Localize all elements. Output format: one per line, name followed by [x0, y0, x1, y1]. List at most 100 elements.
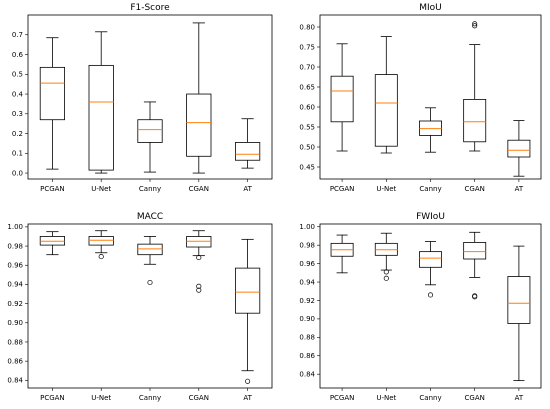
y-tick-label: 0.65 [299, 83, 315, 91]
chart-title: F1-Score [130, 3, 170, 13]
x-tick-label: AT [243, 394, 252, 402]
x-tick-label: U-Net [91, 394, 111, 402]
box-iqr [186, 93, 212, 157]
x-tick-label: PCGAN [40, 185, 65, 193]
y-tick-label: 1.00 [7, 223, 23, 231]
y-tick-label: 0.96 [299, 260, 315, 268]
chart-panel: MIoU 0.45 0.50 0.55 0.60 0.65 0.70 0.75 0.80 PCGA… [299, 3, 542, 193]
box-iqr [234, 142, 261, 161]
outlier-point [196, 283, 202, 289]
y-tick-label: 0.92 [7, 300, 23, 308]
box-iqr [88, 64, 114, 171]
box-group-at [234, 238, 261, 384]
x-tick-label: U-Net [91, 185, 111, 193]
y-tick-label: 0.45 [299, 163, 315, 171]
y-tick-label: 0.94 [7, 281, 23, 289]
box-iqr [234, 267, 261, 314]
y-tick-label: 0.5 [12, 71, 23, 79]
y-tick-label: 0.84 [7, 377, 23, 385]
x-tick-label: Canny [139, 185, 161, 193]
box-group-u-net [88, 31, 114, 174]
x-tick-label: PCGAN [40, 394, 65, 402]
y-tick-label: 0.6 [12, 51, 24, 59]
outlier-point [472, 294, 478, 300]
y-tick-label: 0.0 [12, 169, 23, 177]
box-iqr [507, 276, 531, 324]
outlier-point [383, 269, 389, 275]
box-group-at [234, 118, 261, 169]
x-tick-label: U-Net [376, 394, 396, 402]
x-tick-label: PCGAN [330, 394, 355, 402]
y-tick-label: 0.98 [299, 241, 315, 249]
x-tick-label: AT [243, 185, 252, 193]
y-tick-label: 0.3 [12, 110, 23, 118]
outlier-point [245, 378, 251, 384]
y-tick-label: 1.00 [299, 223, 315, 231]
y-tick-label: 0.70 [299, 63, 315, 71]
chart-panel: FWIoU 0.84 0.86 0.88 0.90 0.92 0.94 0.96 0.98 1.0… [299, 212, 542, 402]
x-tick-label: CGAN [465, 394, 485, 402]
x-tick-label: CGAN [189, 394, 209, 402]
outlier-point [98, 254, 104, 260]
x-tick-label: Canny [419, 185, 441, 193]
box-iqr [39, 66, 66, 121]
box-group-canny [419, 107, 442, 153]
box-group-pcgan [39, 231, 66, 256]
outlier-point [472, 21, 478, 27]
y-tick-label: 0.75 [299, 43, 315, 51]
y-tick-label: 0.98 [7, 242, 23, 250]
box-iqr [463, 99, 487, 143]
x-tick-label: Canny [419, 394, 441, 402]
outlier-point [196, 255, 202, 261]
chart-title: MACC [137, 212, 163, 222]
y-tick-label: 0.86 [299, 352, 315, 360]
box-group-u-net [88, 230, 114, 260]
outlier-point [196, 287, 202, 293]
box-group-cgan [186, 22, 212, 174]
x-tick-label: Canny [139, 394, 161, 402]
y-tick-label: 0.90 [299, 315, 315, 323]
outlier-point [472, 23, 478, 29]
box-group-u-net [374, 36, 398, 154]
box-iqr [330, 75, 354, 123]
outlier-point [427, 292, 434, 298]
x-tick-label: AT [515, 394, 524, 402]
x-tick-label: PCGAN [330, 185, 355, 193]
y-tick-label: 0.1 [12, 150, 23, 158]
box-group-at [507, 245, 531, 382]
chart-panel: MACC 0.84 0.86 0.88 0.90 0.92 0.94 0.96 0.98 1.00… [7, 212, 273, 402]
y-tick-label: 0.88 [7, 338, 23, 346]
x-tick-label: U-Net [376, 185, 396, 193]
chart-title: MIoU [419, 3, 442, 13]
box-iqr [507, 139, 531, 158]
box-group-pcgan [39, 37, 66, 170]
x-tick-label: CGAN [189, 185, 209, 193]
y-tick-label: 0.90 [7, 319, 23, 327]
box-iqr [463, 242, 487, 260]
box-group-canny [419, 241, 442, 298]
x-tick-label: CGAN [465, 185, 485, 193]
box-group-at [507, 120, 531, 177]
y-tick-label: 0.80 [299, 23, 315, 31]
y-tick-label: 0.88 [299, 334, 315, 342]
y-tick-label: 0.2 [12, 130, 23, 138]
box-group-u-net [374, 232, 398, 281]
y-tick-label: 0.4 [12, 90, 24, 98]
chart-panel: F1-Score 0.0 0.1 0.2 0.3 0.4 0.5 0.6 0.7 PCGAN U-N… [12, 3, 273, 193]
box-group-pcgan [330, 43, 354, 152]
box-iqr [137, 119, 163, 143]
box-group-cgan [463, 231, 487, 300]
box-group-canny [137, 236, 163, 286]
outlier-point [383, 275, 389, 281]
y-tick-label: 0.84 [299, 370, 315, 378]
y-tick-label: 0.50 [299, 143, 315, 151]
y-tick-label: 0.94 [299, 278, 315, 286]
box-group-cgan [463, 21, 487, 152]
outlier-point [147, 279, 153, 286]
box-group-canny [137, 101, 163, 173]
y-tick-label: 0.86 [7, 357, 23, 365]
chart-title: FWIoU [416, 212, 445, 222]
y-tick-label: 0.96 [7, 262, 23, 270]
y-tick-label: 0.60 [299, 103, 315, 111]
